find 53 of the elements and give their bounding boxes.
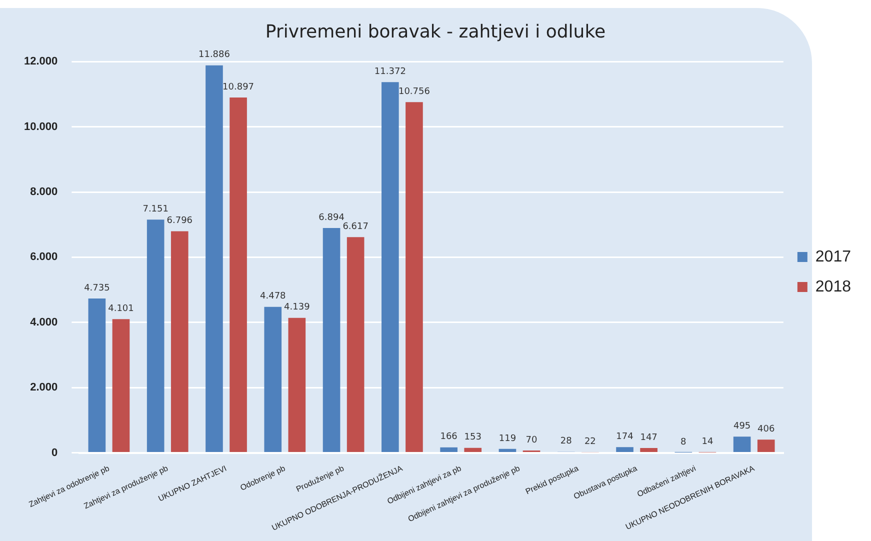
bar [322, 228, 340, 452]
data-label: 4.139 [284, 302, 310, 313]
y-tick-label: 0 [52, 446, 58, 459]
bar [170, 231, 188, 452]
bar [206, 65, 223, 452]
bar [464, 448, 482, 452]
data-label: 11.372 [374, 66, 406, 77]
bar [112, 319, 130, 452]
data-label: 22 [584, 436, 596, 447]
bar [230, 98, 247, 452]
bar [346, 237, 364, 452]
y-tick-label: 4.000 [30, 316, 58, 328]
data-label: 6.894 [318, 212, 345, 223]
chart-title: Privremeni boravak - zahtjevi i odluke [265, 21, 606, 42]
bar [146, 220, 164, 452]
data-label: 6.796 [166, 216, 193, 226]
data-label: 166 [440, 432, 458, 442]
data-label: 8 [680, 437, 687, 448]
data-label: 119 [498, 434, 516, 444]
bar [498, 448, 516, 452]
bar [406, 102, 423, 452]
data-label: 10.756 [398, 87, 430, 97]
y-tick-label: 2.000 [30, 382, 58, 394]
data-label: 14 [702, 437, 714, 448]
data-label: 153 [464, 432, 482, 443]
data-label: 4.101 [108, 304, 134, 314]
bar [382, 82, 399, 452]
y-tick-label: 12.000 [24, 56, 58, 68]
bar [616, 447, 634, 452]
y-tick-label: 6.000 [30, 251, 58, 264]
data-label: 28 [560, 436, 572, 447]
data-label: 7.151 [142, 204, 168, 215]
bar [288, 318, 306, 452]
data-label: 174 [616, 432, 634, 442]
bar [88, 298, 106, 452]
bar [733, 436, 751, 452]
y-tick-label: 8.000 [30, 186, 58, 198]
data-label: 6.617 [342, 222, 368, 232]
data-label: 147 [640, 432, 658, 443]
data-label: 10.897 [222, 82, 254, 92]
bar [264, 306, 282, 452]
legend-label: 2018 [815, 278, 852, 296]
data-label: 11.886 [198, 50, 230, 60]
data-label: 406 [758, 424, 775, 434]
data-label: 4.478 [260, 292, 286, 302]
data-label: 495 [733, 422, 751, 432]
bar [640, 448, 658, 452]
legend-label: 2017 [815, 248, 852, 266]
bar [440, 447, 458, 452]
y-tick-label: 10.000 [24, 120, 58, 133]
bar [757, 440, 775, 452]
data-label: 4.735 [84, 283, 110, 294]
data-label: 70 [526, 435, 538, 446]
